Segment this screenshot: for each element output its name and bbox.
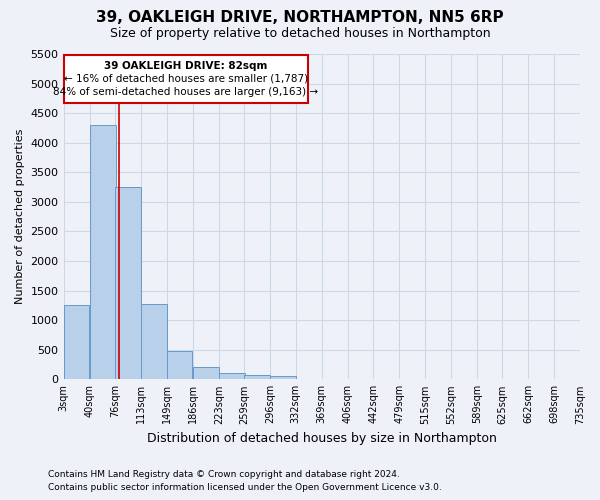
Text: 39, OAKLEIGH DRIVE, NORTHAMPTON, NN5 6RP: 39, OAKLEIGH DRIVE, NORTHAMPTON, NN5 6RP bbox=[96, 10, 504, 25]
Bar bbox=[142, 304, 167, 380]
Text: 84% of semi-detached houses are larger (9,163) →: 84% of semi-detached houses are larger (… bbox=[53, 87, 319, 97]
Bar bbox=[64, 306, 89, 380]
X-axis label: Distribution of detached houses by size in Northampton: Distribution of detached houses by size … bbox=[147, 432, 497, 445]
Bar bbox=[167, 351, 193, 380]
Bar bbox=[115, 187, 141, 380]
FancyBboxPatch shape bbox=[64, 55, 308, 102]
Text: Contains HM Land Registry data © Crown copyright and database right 2024.: Contains HM Land Registry data © Crown c… bbox=[48, 470, 400, 479]
Y-axis label: Number of detached properties: Number of detached properties bbox=[15, 129, 25, 304]
Text: Size of property relative to detached houses in Northampton: Size of property relative to detached ho… bbox=[110, 28, 490, 40]
Text: 39 OAKLEIGH DRIVE: 82sqm: 39 OAKLEIGH DRIVE: 82sqm bbox=[104, 61, 268, 71]
Text: Contains public sector information licensed under the Open Government Licence v3: Contains public sector information licen… bbox=[48, 484, 442, 492]
Bar bbox=[193, 368, 218, 380]
Bar bbox=[271, 376, 296, 380]
Bar bbox=[90, 125, 116, 380]
Bar bbox=[219, 374, 245, 380]
Text: ← 16% of detached houses are smaller (1,787): ← 16% of detached houses are smaller (1,… bbox=[64, 74, 308, 84]
Bar bbox=[244, 374, 270, 380]
